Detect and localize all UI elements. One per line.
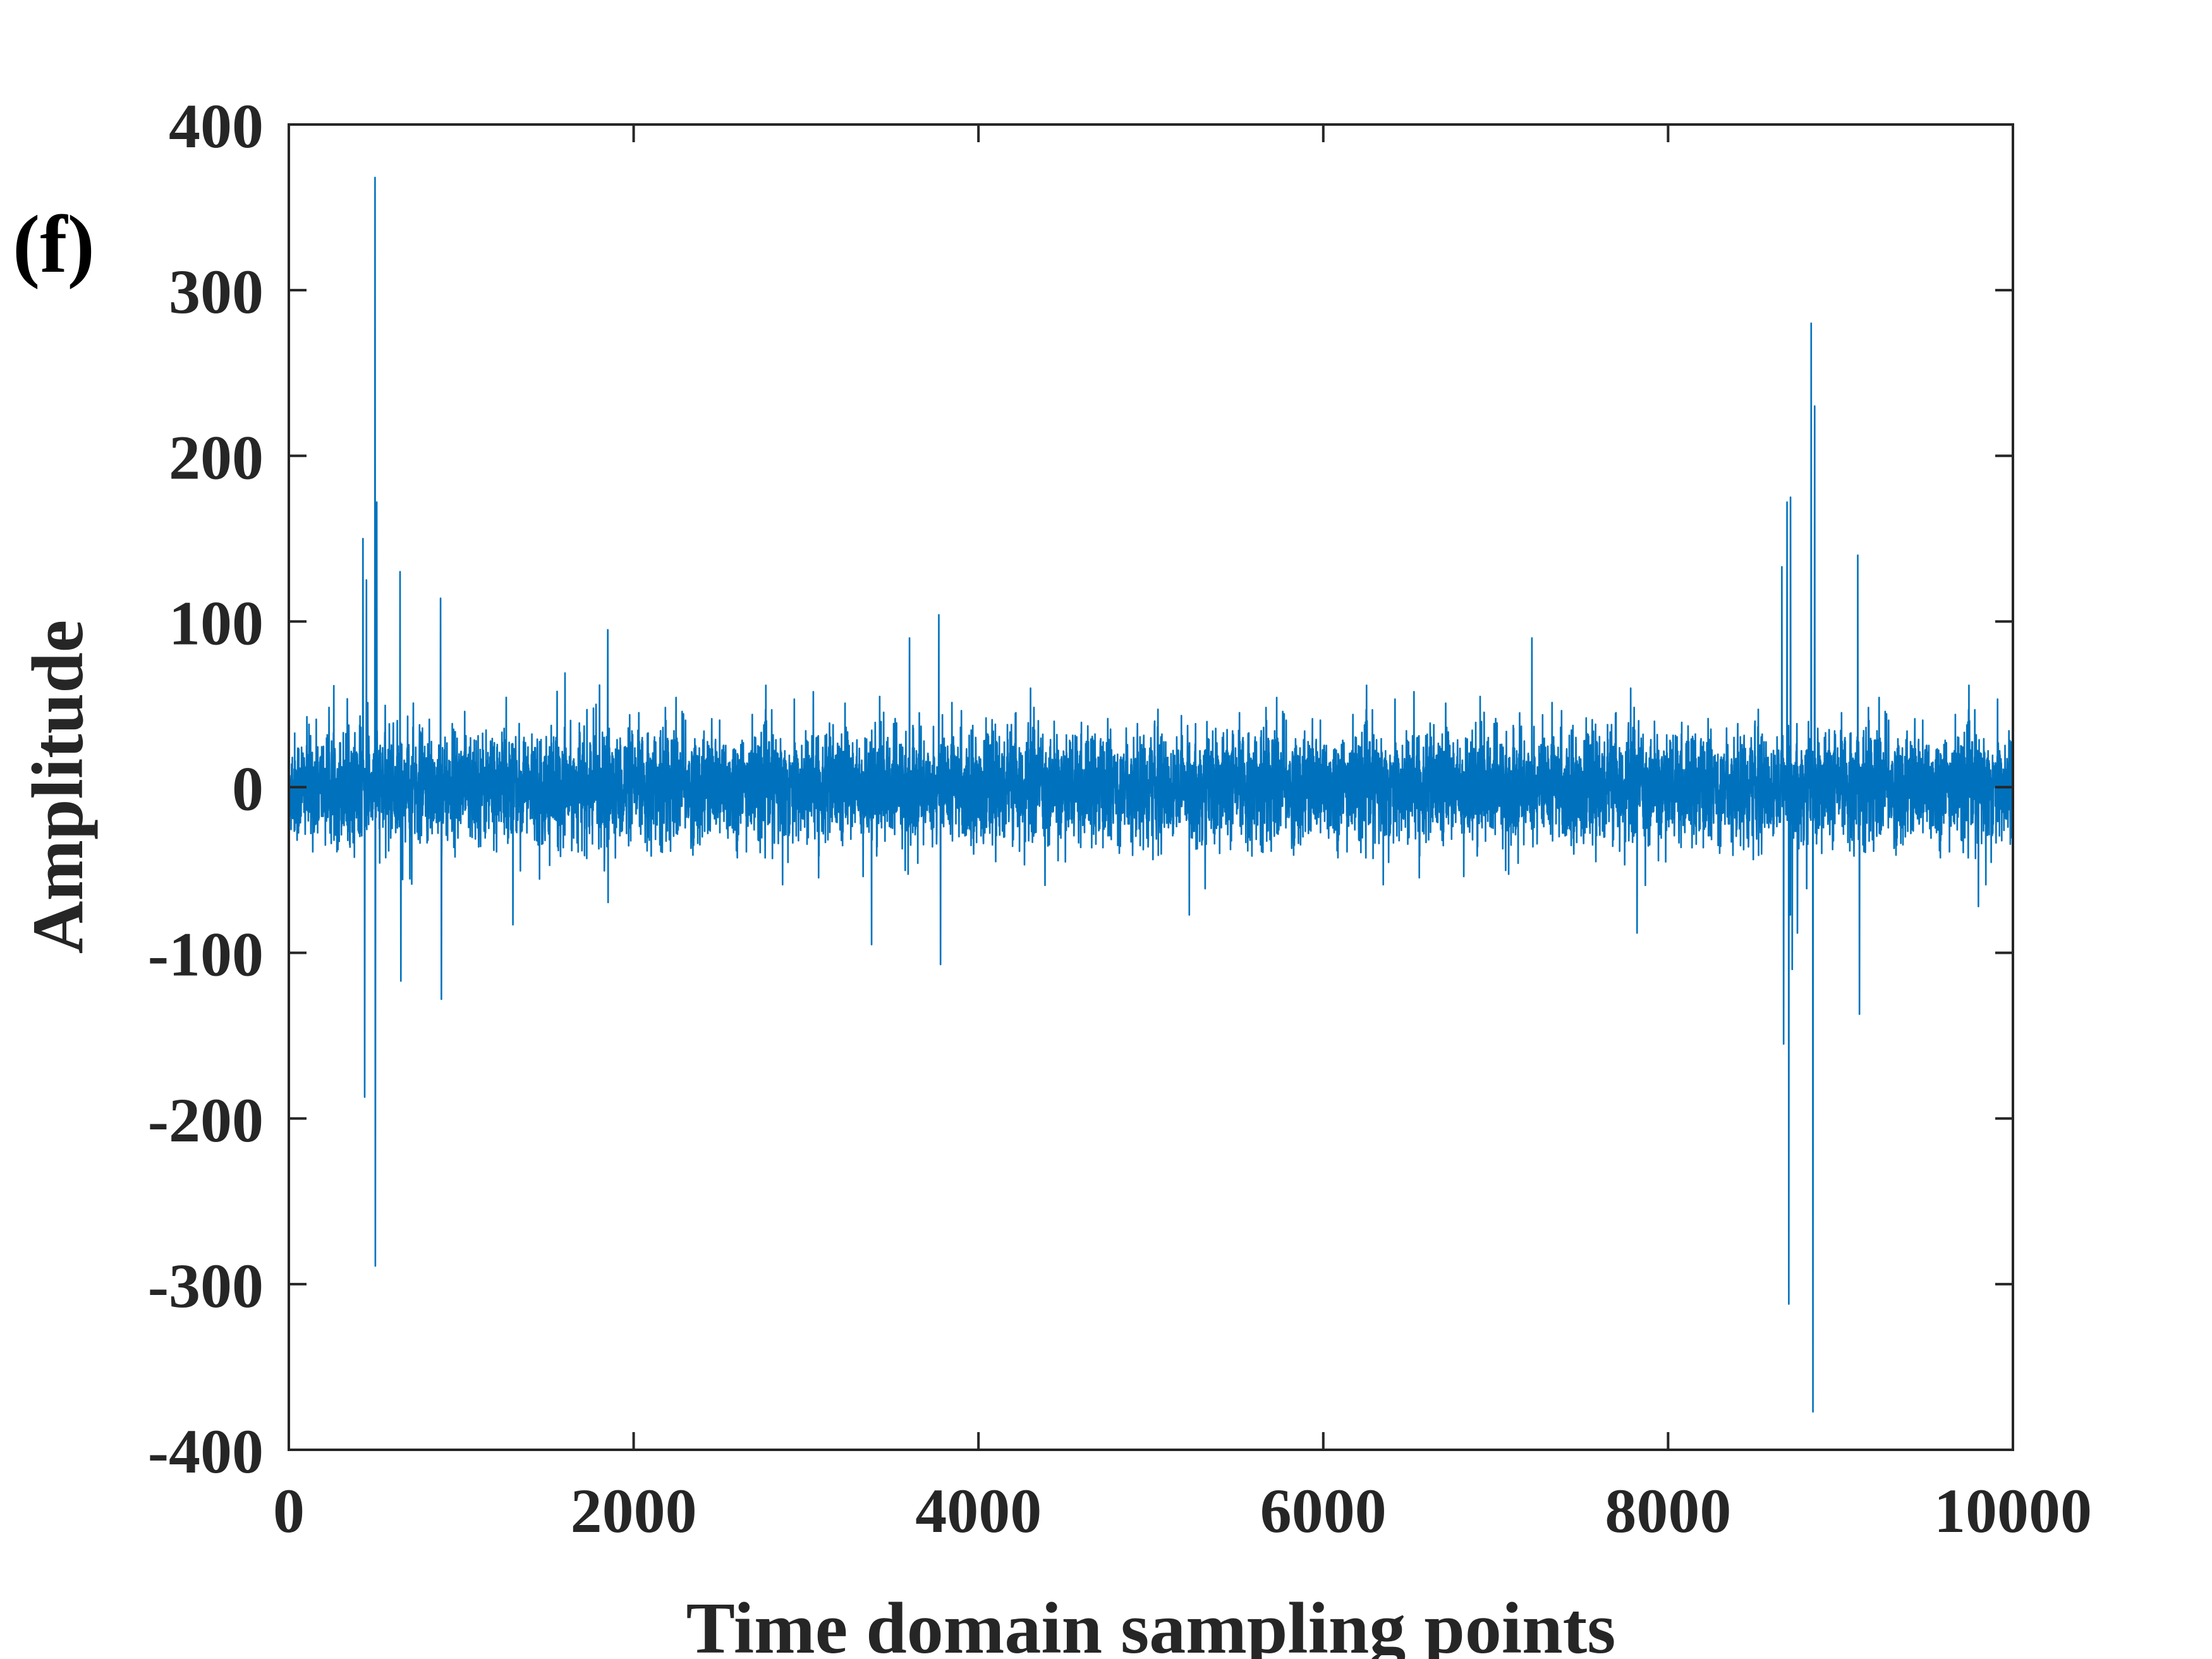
x-tick-label: 2000 [571,1476,697,1546]
y-tick-label: 100 [169,588,264,658]
x-tick-labels: 0 2000 4000 6000 8000 10000 [273,1476,2092,1546]
panel-label: (f) [13,199,95,290]
x-tick-label: 0 [273,1476,305,1546]
x-tick-label: 8000 [1605,1476,1731,1546]
y-tick-label: -300 [148,1251,264,1321]
x-tick-label: 4000 [915,1476,1042,1546]
y-tick-label: 400 [169,91,264,161]
axes [288,123,2014,1451]
y-tick-label: -200 [148,1085,264,1155]
y-tick-labels: 400 300 200 100 0 -100 -200 -300 -400 [148,91,264,1486]
y-tick-label: -100 [148,920,264,990]
x-tick-label: 6000 [1260,1476,1387,1546]
y-tick-label: 200 [169,422,264,492]
x-tick-label: 10000 [1934,1476,2092,1546]
signal-series-line [289,176,2013,1413]
plot-area [289,176,2013,1413]
y-tick-label: 300 [169,257,264,327]
y-tick-label: 0 [232,754,264,824]
y-tick-label: -400 [148,1416,264,1486]
y-axis-title: Amplitude [18,620,99,954]
x-axis-title: Time domain sampling points [686,1588,1616,1659]
